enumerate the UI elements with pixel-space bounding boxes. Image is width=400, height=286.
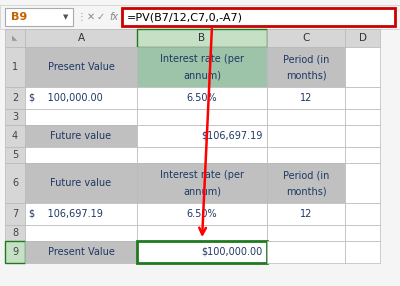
Bar — [122, 8, 395, 26]
Text: Present Value: Present Value — [48, 62, 114, 72]
Text: 1: 1 — [12, 62, 18, 72]
Text: Present Value: Present Value — [48, 247, 114, 257]
Bar — [267, 109, 345, 125]
Text: 8: 8 — [12, 228, 18, 238]
Bar — [25, 203, 137, 225]
Text: Future value: Future value — [50, 178, 112, 188]
Bar — [345, 125, 380, 147]
Bar — [137, 203, 267, 225]
Bar — [345, 109, 380, 125]
Bar — [25, 109, 137, 125]
Bar — [267, 147, 345, 163]
Bar — [267, 241, 345, 263]
Text: $    100,000.00: $ 100,000.00 — [29, 93, 103, 103]
Text: 12: 12 — [300, 93, 312, 103]
Bar — [267, 125, 345, 147]
Bar — [137, 47, 267, 87]
Bar — [345, 225, 380, 241]
Text: 6: 6 — [12, 178, 18, 188]
Bar — [137, 241, 267, 263]
Bar — [267, 225, 345, 241]
Text: 5: 5 — [12, 150, 18, 160]
Bar — [345, 87, 380, 109]
Bar — [137, 29, 267, 47]
Text: ◣: ◣ — [12, 35, 18, 41]
Text: Period (in: Period (in — [283, 170, 329, 180]
Bar — [267, 87, 345, 109]
Bar — [345, 241, 380, 263]
Bar — [5, 163, 25, 203]
Text: 2: 2 — [12, 93, 18, 103]
Text: ⋮: ⋮ — [77, 12, 87, 22]
Bar — [137, 109, 267, 125]
Bar — [5, 125, 25, 147]
Bar — [267, 47, 345, 87]
Text: B9: B9 — [11, 12, 27, 22]
Text: $    106,697.19: $ 106,697.19 — [29, 209, 103, 219]
Text: ▼: ▼ — [63, 14, 68, 20]
Bar — [267, 203, 345, 225]
Bar — [137, 225, 267, 241]
Text: months): months) — [286, 186, 326, 196]
Bar — [0, 5, 400, 29]
Bar — [25, 29, 137, 47]
Bar — [25, 225, 137, 241]
Bar — [25, 163, 137, 203]
Text: 12: 12 — [300, 209, 312, 219]
Bar — [345, 147, 380, 163]
Bar — [267, 163, 345, 203]
Bar — [137, 163, 267, 203]
Text: annum): annum) — [183, 70, 221, 80]
Bar — [137, 87, 267, 109]
Bar — [345, 203, 380, 225]
Text: 6.50%: 6.50% — [187, 93, 217, 103]
Bar — [137, 125, 267, 147]
Text: ✕: ✕ — [87, 12, 95, 22]
Bar — [345, 47, 380, 87]
Text: fx: fx — [109, 12, 118, 22]
Text: $106,697.19: $106,697.19 — [202, 131, 263, 141]
Bar — [5, 109, 25, 125]
Text: 3: 3 — [12, 112, 18, 122]
Text: 7: 7 — [12, 209, 18, 219]
Text: Interest rate (per: Interest rate (per — [160, 54, 244, 64]
Text: 6.50%: 6.50% — [187, 209, 217, 219]
Bar — [5, 147, 25, 163]
Bar — [5, 87, 25, 109]
Bar — [25, 125, 137, 147]
Bar — [345, 29, 380, 47]
Bar — [5, 225, 25, 241]
Text: months): months) — [286, 70, 326, 80]
Bar — [267, 29, 345, 47]
Bar — [345, 163, 380, 203]
Bar — [25, 87, 137, 109]
Bar — [5, 203, 25, 225]
Text: =PV(B7/12,C7,0,-A7): =PV(B7/12,C7,0,-A7) — [127, 12, 243, 22]
Text: D: D — [358, 33, 366, 43]
Bar — [25, 147, 137, 163]
Bar — [137, 147, 267, 163]
Bar — [25, 47, 137, 87]
Text: Period (in: Period (in — [283, 54, 329, 64]
Text: annum): annum) — [183, 186, 221, 196]
Text: 4: 4 — [12, 131, 18, 141]
Text: A: A — [78, 33, 84, 43]
Text: B: B — [198, 33, 206, 43]
Text: ✓: ✓ — [97, 12, 105, 22]
Bar — [5, 241, 25, 263]
Bar — [5, 47, 25, 87]
Bar — [5, 8, 73, 26]
Text: Interest rate (per: Interest rate (per — [160, 170, 244, 180]
Bar — [5, 29, 25, 47]
Text: Future value: Future value — [50, 131, 112, 141]
Text: 9: 9 — [12, 247, 18, 257]
Bar — [25, 241, 137, 263]
Text: $100,000.00: $100,000.00 — [202, 247, 263, 257]
Text: C: C — [302, 33, 310, 43]
